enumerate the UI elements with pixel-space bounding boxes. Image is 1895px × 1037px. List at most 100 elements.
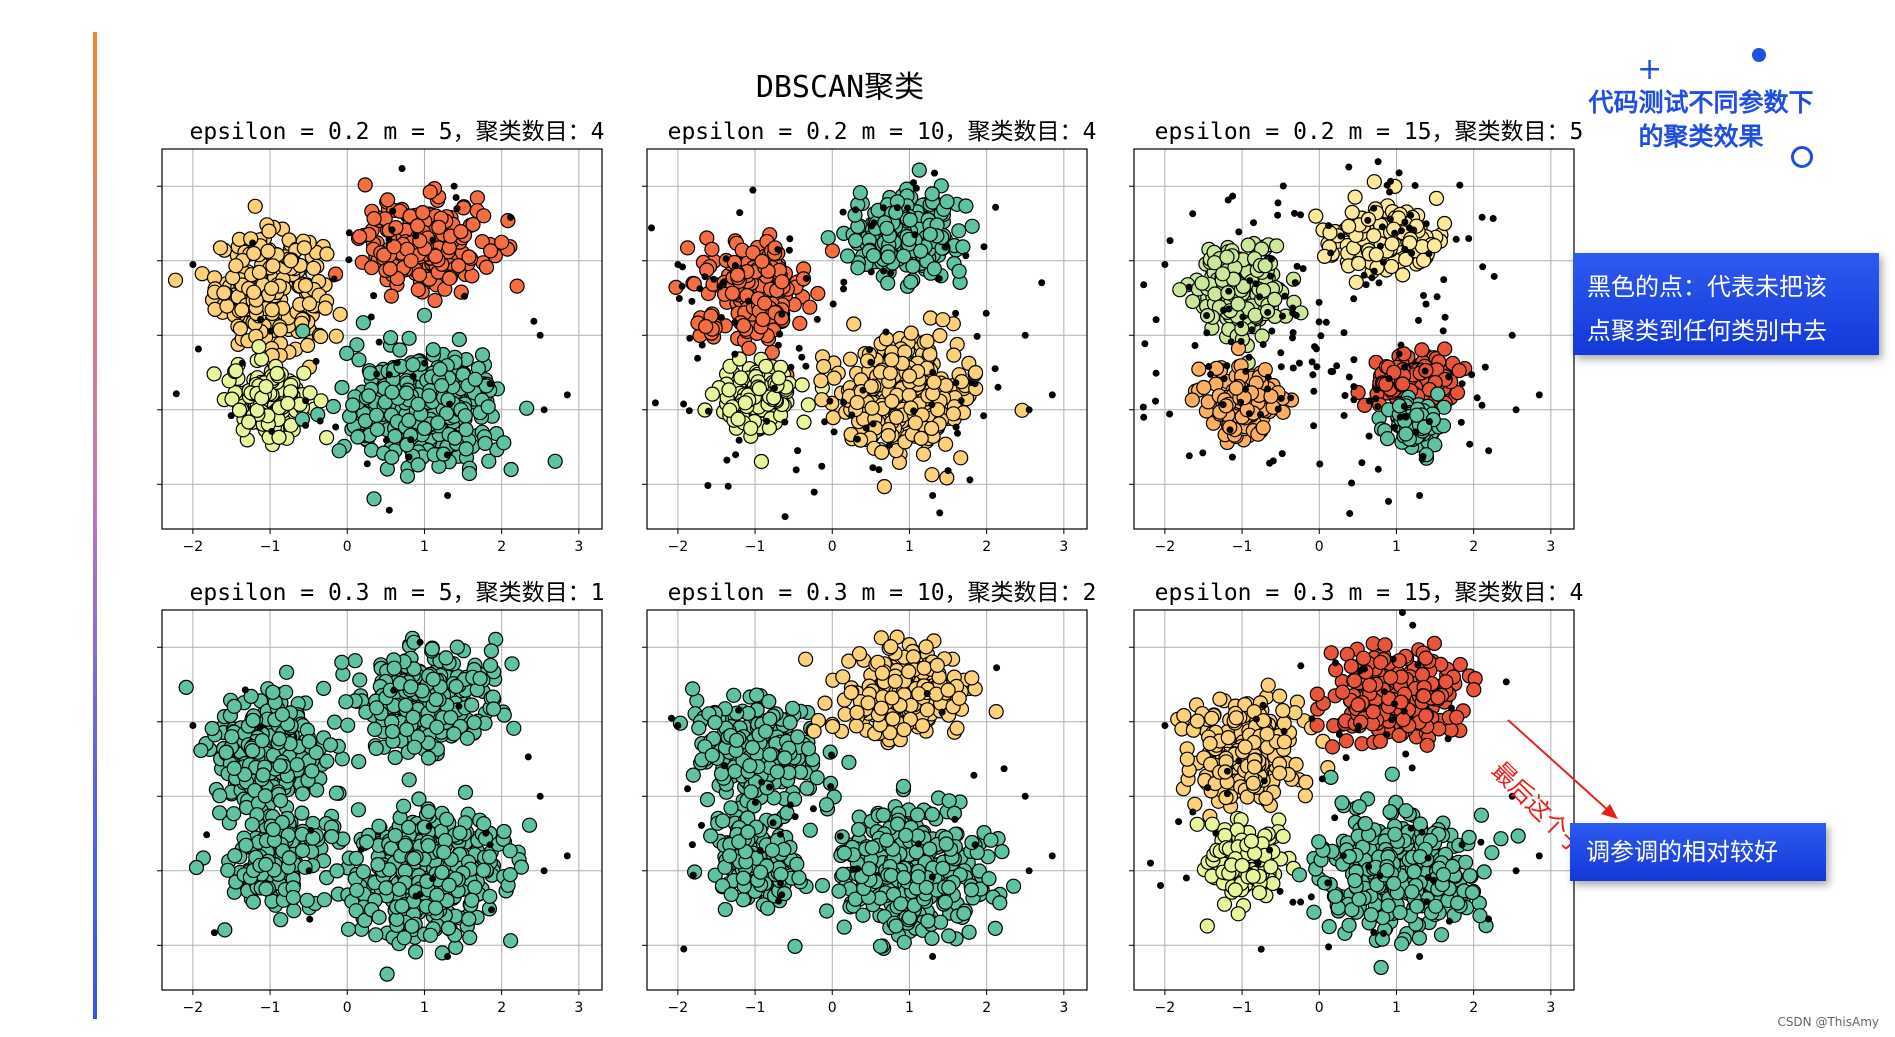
cluster-point — [322, 737, 339, 753]
noise-point — [724, 482, 732, 490]
noise-point — [1452, 235, 1460, 243]
cluster-point — [224, 391, 240, 407]
cluster-point — [519, 400, 535, 416]
noise-point — [488, 906, 495, 914]
cluster-point — [852, 185, 868, 201]
cluster-point — [351, 754, 367, 770]
cluster-point — [521, 817, 538, 833]
cluster-point — [228, 258, 244, 274]
x-tick-label: 1 — [420, 1000, 429, 1016]
noise-point — [1373, 386, 1381, 394]
noise-point — [1227, 338, 1235, 346]
noise-point — [345, 229, 353, 237]
cluster-point — [1430, 386, 1446, 402]
cluster-point — [411, 267, 428, 283]
noise-point — [388, 226, 396, 234]
cluster-point — [371, 909, 387, 925]
cluster-point — [450, 258, 467, 274]
subplot-1: epsilon = 0.2 m = 5，聚类数目：4−2−10123−2−101… — [152, 112, 642, 562]
cluster-point — [376, 247, 392, 263]
noise-point — [1152, 369, 1160, 377]
cluster-point — [167, 272, 184, 288]
cluster-point — [824, 243, 840, 259]
cluster-point — [1308, 208, 1324, 224]
cluster-point — [410, 282, 426, 298]
noise-point — [1264, 385, 1272, 393]
cluster-point — [902, 212, 918, 228]
cluster-point — [380, 192, 396, 208]
noise-point — [444, 492, 452, 499]
cluster-point — [810, 285, 826, 302]
noise-point — [1246, 277, 1254, 285]
noise-point — [412, 232, 420, 240]
noise-point — [1225, 287, 1233, 295]
cluster-point — [305, 830, 321, 846]
cluster-point — [758, 723, 774, 739]
cluster-point — [348, 850, 364, 866]
cluster-point — [1414, 342, 1430, 358]
cluster-point — [403, 679, 419, 695]
noise-point — [1185, 283, 1193, 291]
cluster-point — [1194, 275, 1210, 291]
cluster-point — [480, 399, 496, 415]
noise-point — [971, 380, 979, 388]
cluster-point — [1437, 341, 1453, 357]
cluster-point — [398, 697, 414, 713]
cluster-point — [896, 248, 912, 264]
noise-point — [980, 412, 988, 420]
noise-point — [238, 359, 246, 367]
cluster-point — [212, 240, 229, 256]
noise-point — [563, 391, 571, 399]
cluster-point — [406, 739, 423, 755]
noise-point — [1425, 250, 1433, 258]
noise-point — [787, 363, 795, 371]
y-tick-label: −1 — [637, 403, 638, 419]
cluster-point — [707, 867, 723, 883]
noise-point — [1140, 281, 1148, 289]
noise-point — [674, 261, 682, 268]
cluster-point — [919, 333, 935, 349]
noise-point — [1264, 373, 1272, 381]
noise-point — [870, 219, 878, 227]
noise-point — [1386, 188, 1393, 196]
cluster-point — [503, 461, 519, 478]
cluster-point — [410, 457, 426, 473]
cluster-point — [1269, 238, 1285, 254]
cluster-point — [265, 258, 281, 274]
noise-point — [257, 315, 265, 323]
noise-point — [941, 243, 949, 251]
cluster-point — [481, 453, 497, 469]
noise-point — [1278, 450, 1286, 458]
cluster-point — [319, 430, 335, 446]
noise-point — [1141, 340, 1149, 348]
noise-point — [795, 344, 803, 352]
noise-point — [1489, 215, 1497, 222]
noise-point — [1368, 274, 1376, 282]
cluster-point — [238, 837, 254, 853]
cluster-point — [226, 760, 242, 776]
noise-point — [912, 184, 920, 192]
cluster-point — [864, 400, 880, 416]
noise-point — [966, 476, 974, 484]
cluster-point — [951, 263, 967, 279]
cluster-point — [461, 911, 477, 927]
cluster-point — [849, 704, 865, 721]
cluster-point — [485, 701, 502, 717]
noise-point — [312, 357, 320, 365]
cluster-point — [361, 388, 377, 404]
cluster-point — [494, 234, 510, 250]
noise-point — [1395, 350, 1403, 358]
cluster-point — [826, 370, 842, 386]
noise-point — [446, 400, 454, 408]
noise-point — [736, 209, 744, 217]
cluster-point — [884, 393, 900, 409]
cluster-point — [368, 740, 384, 756]
cluster-point — [713, 766, 730, 782]
cluster-point — [415, 204, 431, 221]
cluster-point — [348, 903, 364, 919]
cluster-point — [451, 331, 467, 348]
y-tick-label: 0 — [152, 789, 153, 805]
cluster-point — [193, 742, 209, 759]
cluster-point — [300, 337, 316, 353]
